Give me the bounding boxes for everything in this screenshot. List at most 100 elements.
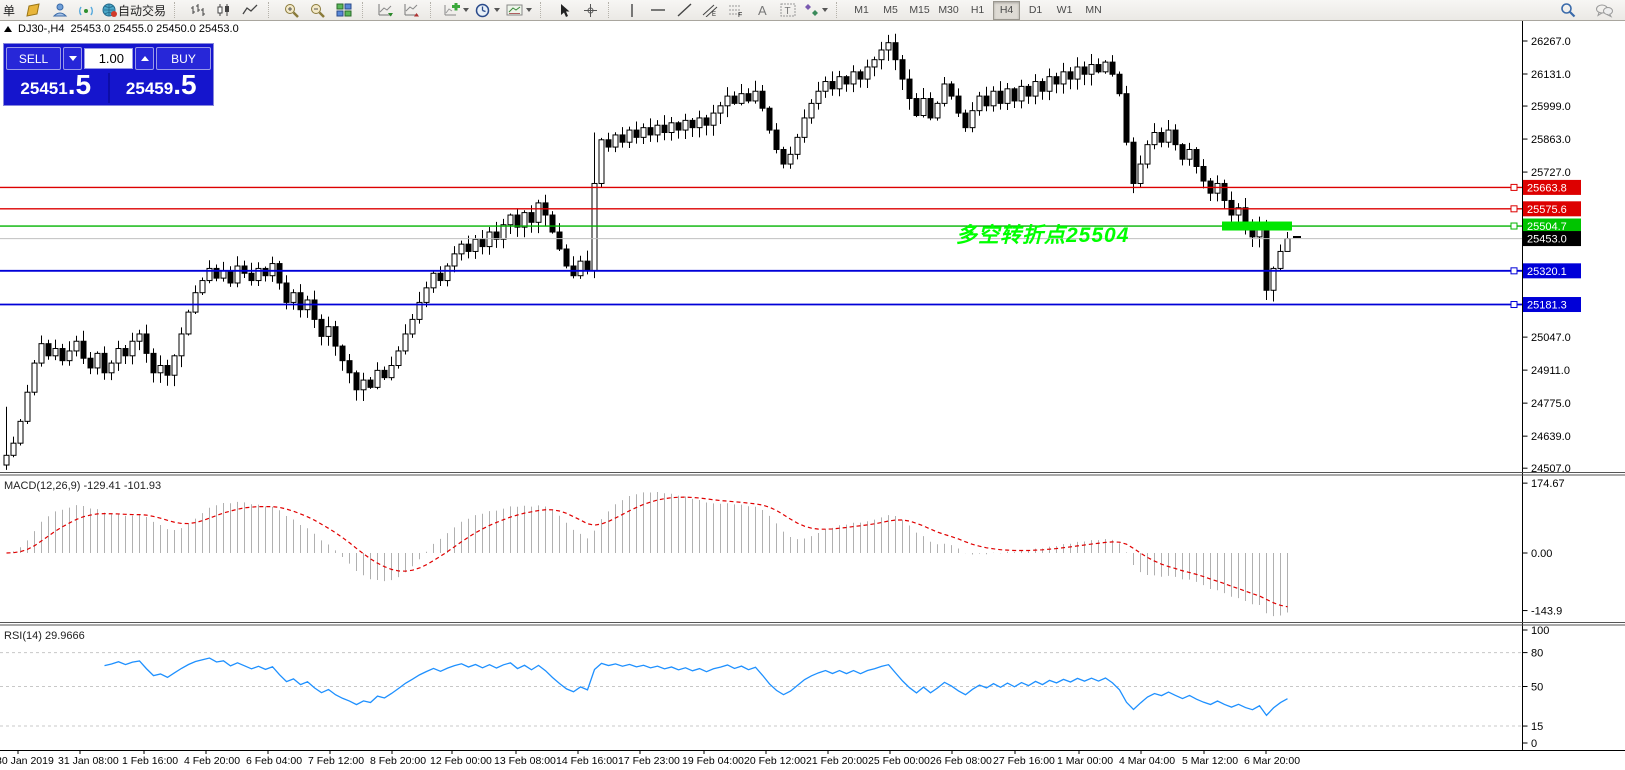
periods-button[interactable] bbox=[472, 0, 503, 20]
svg-text:4 Mar 04:00: 4 Mar 04:00 bbox=[1119, 755, 1175, 767]
sell-button[interactable]: SELL bbox=[6, 47, 61, 70]
time-axis: 30 Jan 2019 31 Jan 08:00 1 Feb 16:00 4 Feb … bbox=[0, 750, 1300, 767]
svg-text:24911.0: 24911.0 bbox=[1531, 365, 1570, 377]
svg-text:1 Feb 16:00: 1 Feb 16:00 bbox=[122, 755, 178, 767]
svg-text:30 Jan 2019: 30 Jan 2019 bbox=[0, 755, 54, 767]
volume-decrease-button[interactable] bbox=[63, 47, 82, 70]
svg-text:24639.0: 24639.0 bbox=[1531, 431, 1571, 443]
zoom-in-button[interactable] bbox=[279, 0, 305, 20]
new-order-button[interactable] bbox=[21, 0, 47, 20]
signals-button[interactable] bbox=[73, 0, 99, 20]
svg-text:25453.0: 25453.0 bbox=[1527, 234, 1567, 246]
bar-chart-icon bbox=[190, 3, 206, 17]
signals-icon bbox=[78, 3, 94, 17]
timeframe-h4-button[interactable]: H4 bbox=[993, 0, 1021, 20]
cursor-icon bbox=[557, 3, 571, 18]
svg-text:T: T bbox=[785, 6, 791, 17]
timeframe-m5-button[interactable]: M5 bbox=[883, 4, 898, 16]
timeframe-w1-button[interactable]: W1 bbox=[1056, 4, 1073, 16]
vertical-line-button[interactable] bbox=[619, 0, 645, 20]
svg-text:1 Mar 00:00: 1 Mar 00:00 bbox=[1057, 755, 1113, 767]
svg-text:80: 80 bbox=[1531, 648, 1543, 660]
horizontal-line-button[interactable] bbox=[645, 0, 671, 20]
text-icon: A bbox=[756, 3, 769, 17]
toolbar: 单 自动交易 bbox=[0, 0, 1625, 21]
arrows-dropdown-icon bbox=[822, 8, 829, 12]
text-label-icon: T bbox=[780, 3, 796, 17]
arrows-button[interactable] bbox=[801, 0, 831, 20]
volume-increase-button[interactable] bbox=[135, 47, 154, 70]
chart-text-annotation[interactable]: 多空转折点25504 bbox=[956, 224, 1130, 247]
trendline-button[interactable] bbox=[671, 0, 697, 20]
periods-dropdown-icon bbox=[494, 8, 501, 12]
timeframe-h1-button[interactable]: H1 bbox=[970, 4, 985, 16]
buy-price[interactable]: 25459 .5 bbox=[125, 69, 197, 100]
highlight-bar[interactable] bbox=[1222, 221, 1292, 231]
svg-text:6 Mar 20:00: 6 Mar 20:00 bbox=[1244, 755, 1300, 767]
svg-text:6 Feb 04:00: 6 Feb 04:00 bbox=[246, 755, 302, 767]
svg-text:25575.6: 25575.6 bbox=[1527, 204, 1567, 216]
svg-text:174.67: 174.67 bbox=[1531, 478, 1565, 490]
cursor-button[interactable] bbox=[551, 0, 577, 20]
timeframe-m30-button[interactable]: M30 bbox=[938, 4, 959, 16]
zoom-out-button[interactable] bbox=[305, 0, 331, 20]
line-chart-button[interactable] bbox=[237, 0, 263, 20]
equidistant-channel-button[interactable]: E bbox=[697, 0, 723, 20]
text-button[interactable]: A bbox=[749, 0, 775, 20]
svg-text:26 Feb 08:00: 26 Feb 08:00 bbox=[930, 755, 992, 767]
svg-text:12 Feb 00:00: 12 Feb 00:00 bbox=[430, 755, 492, 767]
vertical-line-icon bbox=[626, 3, 638, 18]
templates-button[interactable] bbox=[503, 0, 535, 20]
svg-text:5 Mar 12:00: 5 Mar 12:00 bbox=[1182, 755, 1238, 767]
timeframe-m1-button[interactable]: M1 bbox=[854, 4, 869, 16]
candlestick-chart-button[interactable] bbox=[211, 0, 237, 20]
macd-signal-line bbox=[6, 496, 1288, 608]
text-label-button[interactable]: T bbox=[775, 0, 801, 20]
svg-text:25 Feb 00:00: 25 Feb 00:00 bbox=[868, 755, 930, 767]
svg-text:0.00: 0.00 bbox=[1531, 548, 1552, 560]
volume-input[interactable]: 1.00 bbox=[84, 48, 133, 69]
svg-text:13 Feb 08:00: 13 Feb 08:00 bbox=[494, 755, 556, 767]
arrow-up-icon bbox=[140, 56, 149, 61]
community-icon bbox=[52, 3, 68, 17]
buy-button[interactable]: BUY bbox=[156, 47, 211, 70]
timeframe-mn-button[interactable]: MN bbox=[1085, 4, 1102, 16]
timeframe-d1-button[interactable]: D1 bbox=[1028, 4, 1043, 16]
indicators-dropdown-icon bbox=[463, 8, 470, 12]
svg-text:15: 15 bbox=[1531, 721, 1543, 733]
rsi-line bbox=[104, 657, 1288, 717]
svg-text:14 Feb 16:00: 14 Feb 16:00 bbox=[556, 755, 618, 767]
autotrading-button[interactable]: 自动交易 bbox=[99, 0, 169, 20]
arrows-icon bbox=[804, 3, 819, 17]
periods-icon bbox=[475, 3, 491, 18]
svg-text:25727.0: 25727.0 bbox=[1531, 167, 1571, 179]
svg-text:F: F bbox=[738, 12, 742, 17]
ask-marker bbox=[1293, 235, 1301, 238]
pane-frames bbox=[0, 20, 1625, 751]
sell-price[interactable]: 25451 .5 bbox=[20, 69, 92, 100]
one-click-trading-panel: SELL 1.00 BUY 25451 .5 25459 .5 bbox=[3, 43, 214, 106]
chart-shift-button[interactable] bbox=[399, 0, 425, 20]
fibonacci-icon: F bbox=[728, 3, 744, 17]
svg-text:25181.3: 25181.3 bbox=[1527, 300, 1567, 312]
auto-scroll-button[interactable] bbox=[373, 0, 399, 20]
svg-text:27 Feb 16:00: 27 Feb 16:00 bbox=[993, 755, 1055, 767]
timeframe-m15-button[interactable]: M15 bbox=[909, 4, 930, 16]
indicators-button[interactable] bbox=[441, 0, 472, 20]
fibonacci-button[interactable]: F bbox=[723, 0, 749, 20]
arrow-down-icon bbox=[68, 56, 77, 61]
timeframe-group: M1 M5 M15 M30 H1 H4 D1 W1 MN bbox=[844, 0, 1111, 20]
svg-text:4 Feb 20:00: 4 Feb 20:00 bbox=[184, 755, 240, 767]
community-button[interactable] bbox=[47, 0, 73, 20]
bar-chart-button[interactable] bbox=[185, 0, 211, 20]
tile-windows-button[interactable] bbox=[331, 0, 357, 20]
search-button[interactable] bbox=[1555, 0, 1581, 20]
crosshair-button[interactable] bbox=[577, 0, 603, 20]
zoom-in-icon bbox=[284, 3, 300, 18]
chat-button[interactable] bbox=[1591, 0, 1617, 20]
svg-text:8 Feb 20:00: 8 Feb 20:00 bbox=[370, 755, 426, 767]
svg-text:21 Feb 20:00: 21 Feb 20:00 bbox=[806, 755, 868, 767]
svg-text:E: E bbox=[712, 12, 716, 17]
